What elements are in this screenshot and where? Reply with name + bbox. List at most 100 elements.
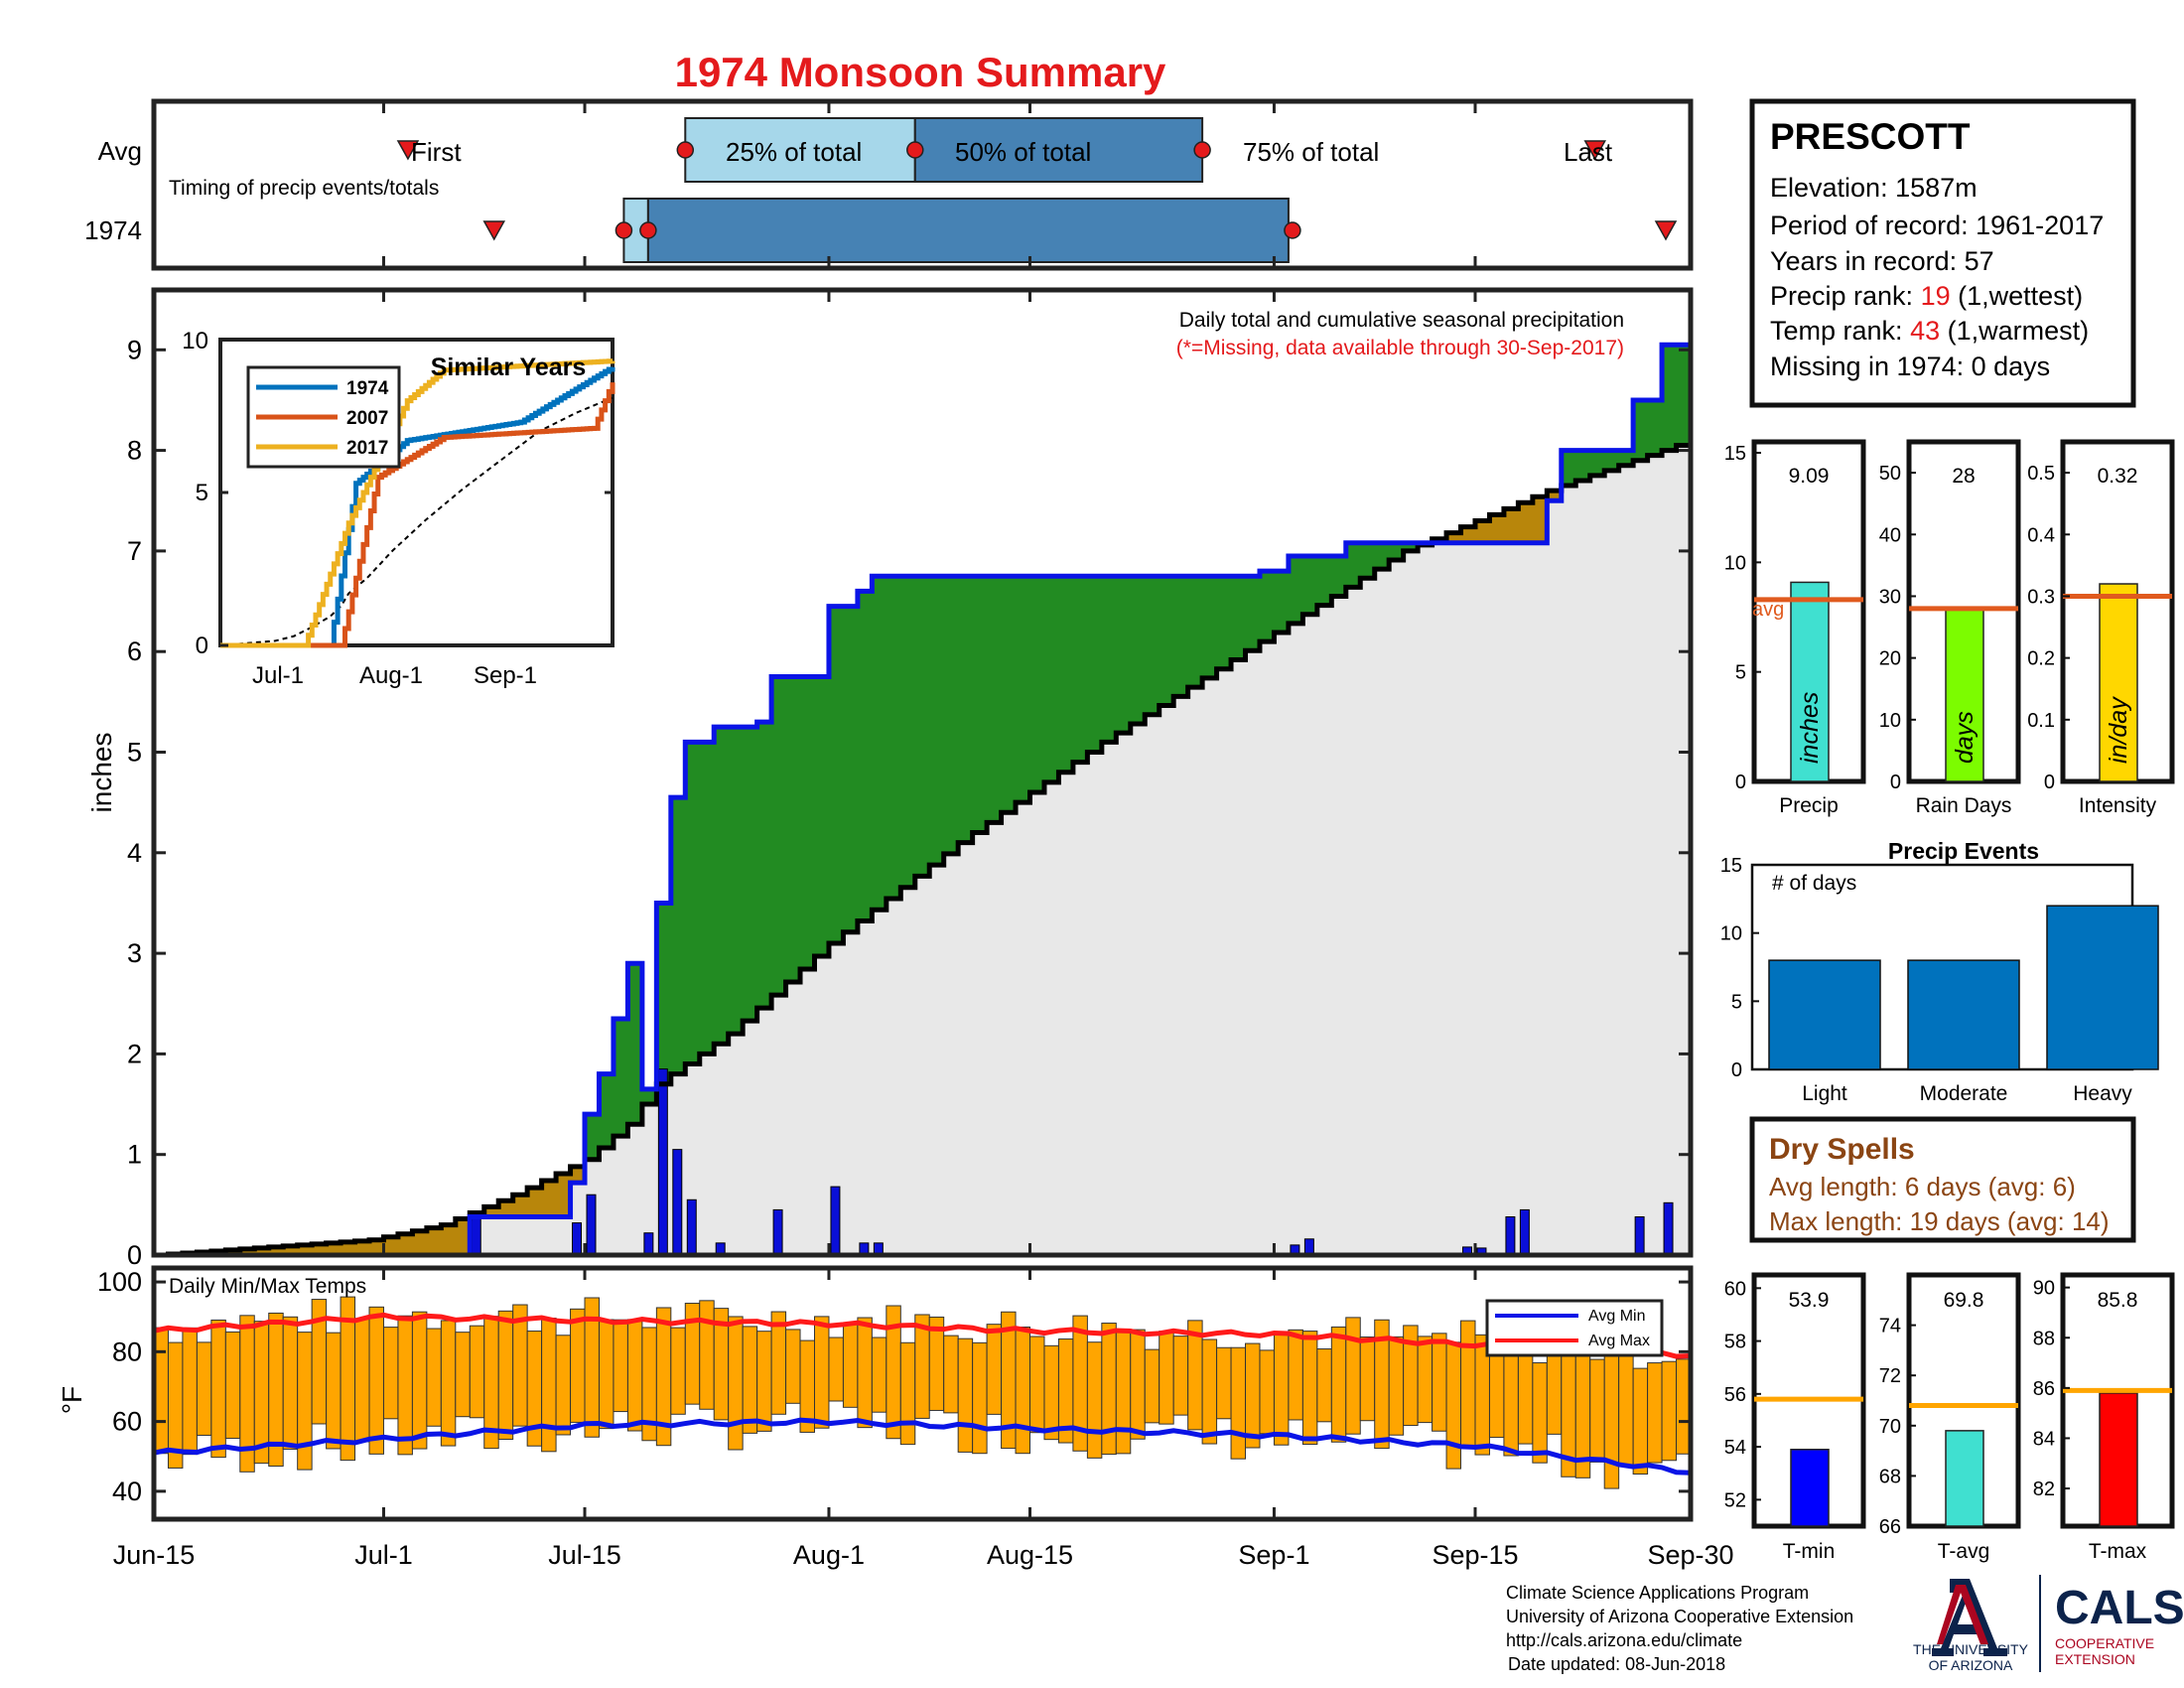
temp-summary-tick-label: 52: [1724, 1489, 1746, 1511]
ua-name-line2: OF ARIZONA: [1929, 1657, 2013, 1673]
daily-temp-range-bar: [756, 1331, 772, 1432]
temp-summary-label: T-avg: [1938, 1540, 1990, 1563]
daily-temp-range-bar: [1230, 1346, 1247, 1460]
precip-event-bar-Light: [1768, 959, 1881, 1070]
precip-ytick-label: 8: [127, 436, 142, 466]
daily-temp-range-bar: [1245, 1342, 1261, 1449]
footer-line4: Date updated: 08-Jun-2018: [1508, 1654, 1725, 1674]
daily-temp-range-bar: [1532, 1362, 1548, 1464]
inset-series-2007: [220, 382, 615, 648]
inset-legend-2007: 2007: [346, 408, 388, 429]
temp-summary-value: 85.8: [2098, 1289, 2138, 1312]
cals-wordmark: CALS: [2055, 1582, 2184, 1634]
daily-precip-bar: [471, 1216, 481, 1256]
daily-temp-range-bar: [1603, 1354, 1620, 1489]
daily-temp-range-bar: [857, 1317, 873, 1429]
dry-spells-avg: Avg length: 6 days (avg: 6): [1769, 1172, 2076, 1201]
dry-spells-title: Dry Spells: [1769, 1133, 1915, 1166]
daily-temp-range-bar: [497, 1310, 514, 1440]
summary-tick-label: 0.4: [2027, 524, 2055, 546]
temp-rank-suffix: (1,warmest): [1948, 316, 2090, 346]
temp-summary-tick-label: 70: [1879, 1416, 1901, 1438]
daily-temp-range-bar: [899, 1341, 916, 1446]
precip-panel: 0 1 2 3 4 5 6 7 8 9 inches Daily total and cumula…: [86, 287, 1694, 1270]
timing-row-avg-label: Avg: [98, 136, 142, 166]
daily-temp-range-bar: [182, 1327, 198, 1456]
daily-temp-range-bar: [1259, 1349, 1275, 1435]
station-precip-rank: Precip rank: 19 (1,wettest): [1770, 281, 2083, 311]
summary-tick-label: 30: [1879, 586, 1901, 608]
daily-temp-range-bar: [196, 1341, 212, 1436]
summary-bars: 9.09 inches Precip 0 5 10 15 avg 28 days Rain Days…: [1724, 439, 2175, 817]
temp-summary-tick-label: 54: [1724, 1437, 1746, 1459]
daily-precip-bar: [1634, 1216, 1645, 1256]
daily-temp-range-bar: [728, 1316, 744, 1451]
date-tick-label: Sep-1: [1238, 1540, 1309, 1570]
summary-tick-label: 0.1: [2027, 710, 2055, 732]
daily-precip-bar: [686, 1198, 697, 1256]
summary-tick-label: 40: [1879, 524, 1901, 546]
daily-temp-range-bar: [411, 1311, 428, 1450]
station-temp-rank: Temp rank: 43 (1,warmest): [1770, 316, 2089, 346]
temp-summary-tick-label: 60: [1724, 1278, 1746, 1300]
inset-ytick-10: 10: [182, 328, 208, 354]
dry-spells-max: Max length: 19 days (avg: 14): [1769, 1206, 2110, 1236]
station-years: Years in record: 57: [1770, 246, 1994, 276]
timing-panel: Avg 1974 Timing of precip events/totals …: [84, 98, 1694, 271]
precip-ytick-label: 2: [127, 1039, 142, 1068]
date-tick-label: Aug-15: [987, 1540, 1073, 1570]
figure-title: 1974 Monsoon Summary: [675, 49, 1166, 95]
precip-ytick-label: 5: [127, 738, 142, 768]
precip-event-label: Light: [1802, 1082, 1847, 1105]
summary-label-Precip: Precip: [1779, 794, 1839, 817]
summary-value-Rain Days: 28: [1952, 465, 1975, 488]
daily-temp-range-bar: [1330, 1326, 1347, 1443]
precip-y-axis-label: inches: [86, 733, 117, 813]
daily-temp-range-bar: [1316, 1348, 1332, 1423]
avg-first-marker: [396, 140, 420, 161]
daily-precip-bar: [643, 1232, 654, 1256]
daily-precip-bar: [1663, 1201, 1674, 1256]
precip-ytick-label: 6: [127, 636, 142, 666]
daily-temp-range-bar: [1632, 1367, 1649, 1476]
timing-last-label: Last: [1564, 137, 1613, 167]
daily-temp-range-bar: [742, 1326, 758, 1434]
daily-temp-range-bar: [1115, 1332, 1132, 1455]
daily-temp-range-bar: [1359, 1336, 1376, 1422]
avg-50-75-box: [913, 117, 1204, 183]
university-of-arizona-logo: THE UNIVERSITY OF ARIZONA CALS COOPERATI…: [1913, 1575, 2184, 1673]
daily-temp-range-bar: [1503, 1341, 1519, 1457]
daily-temp-range-bar: [1101, 1323, 1117, 1456]
temp-summary-tick-label: 74: [1879, 1316, 1901, 1337]
summary-tick-label: 0: [1890, 772, 1901, 793]
avg-last-marker: [1583, 140, 1607, 161]
daily-temp-range-bar: [541, 1318, 557, 1453]
avg-p50-marker: [906, 141, 924, 159]
summary-tick-label: 0: [2044, 772, 2055, 793]
daily-temp-range-bar: [368, 1306, 384, 1455]
precip-events-ylabel: # of days: [1772, 872, 1856, 895]
daily-temp-range-bar: [1460, 1320, 1476, 1447]
temp-ytick-label: 100: [97, 1267, 142, 1297]
date-tick-label: Sep-15: [1432, 1540, 1518, 1570]
cumulative-overlap-area: [154, 445, 1691, 1255]
inset-series-2017: [220, 358, 615, 648]
precip-events-tick-label: 15: [1720, 855, 1742, 877]
temp-ytick-label: 60: [112, 1407, 142, 1437]
daily-temp-range-bar: [253, 1321, 270, 1465]
station-info-box: PRESCOTT Elevation: 1587m Period of reco…: [1749, 98, 2136, 408]
daily-temp-range-bar: [842, 1322, 859, 1408]
timing-p25-label: 25% of total: [726, 137, 862, 167]
daily-temp-range-bar: [699, 1300, 715, 1410]
daily-precip-bar: [672, 1149, 683, 1256]
summary-tick-label: 10: [1879, 710, 1901, 732]
coop-ext-line2: EXTENSION: [2055, 1651, 2135, 1667]
daily-temp-range-bar: [1661, 1360, 1678, 1462]
daily-temp-range-bar: [626, 1319, 643, 1432]
temp-summary-value: 53.9: [1789, 1289, 1830, 1312]
daily-precip-bar: [1505, 1216, 1516, 1256]
precip-rank-value: 19: [1921, 281, 1951, 311]
daily-temp-range-bar: [1432, 1333, 1447, 1432]
daily-temp-range-bar: [1288, 1329, 1303, 1421]
